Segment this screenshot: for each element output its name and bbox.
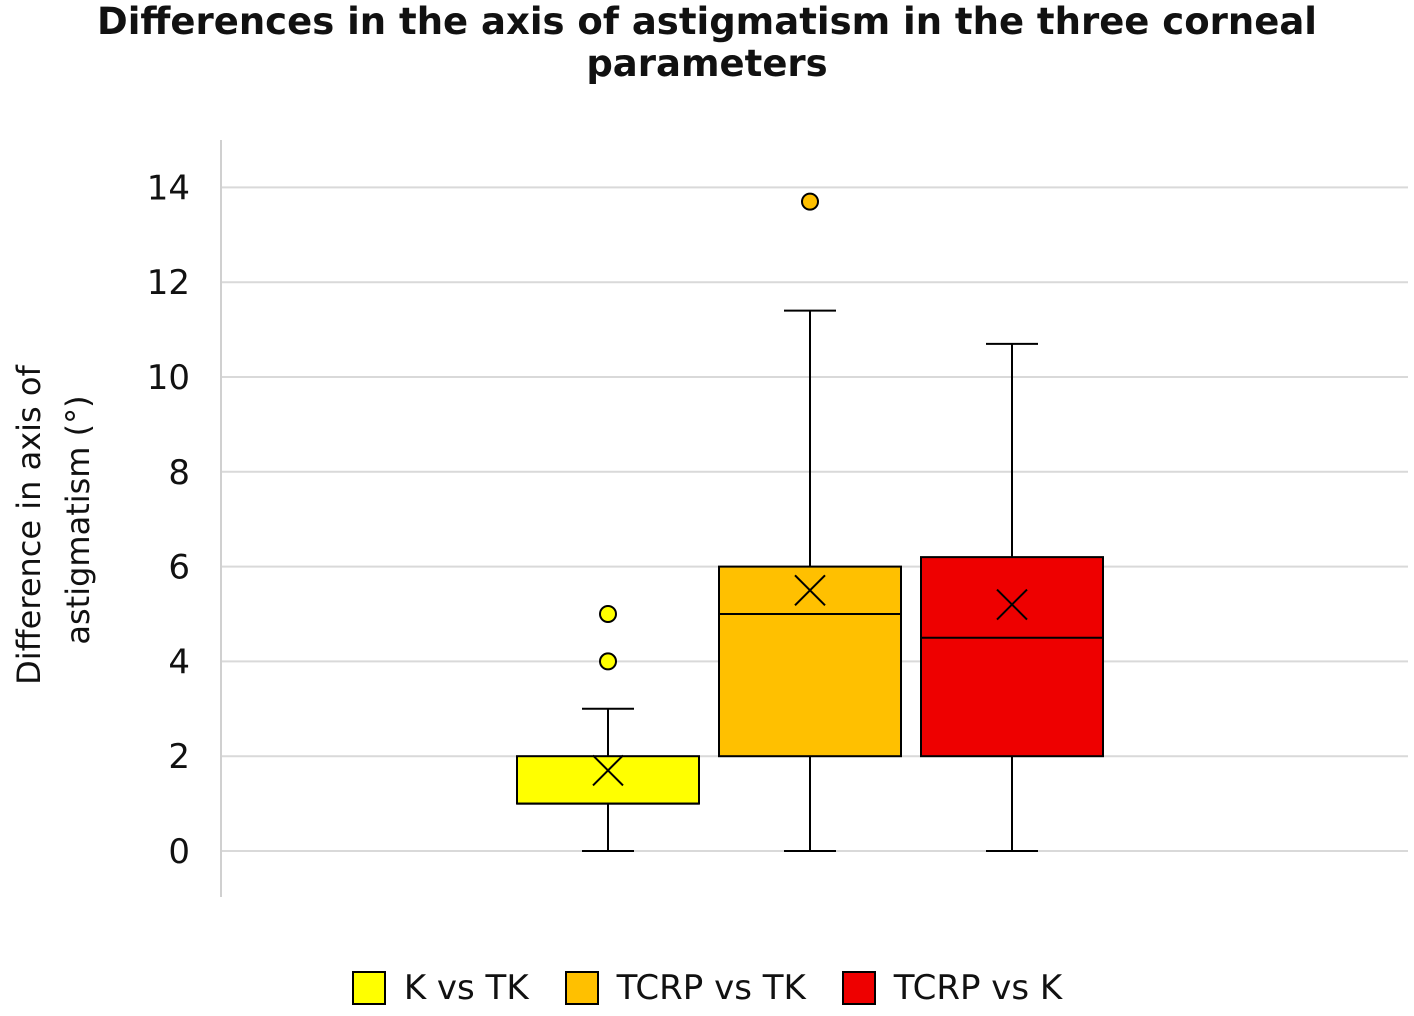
y-axis-title-line-1: Difference in axis of xyxy=(10,365,48,685)
legend-label-tcrp-vs-tk: TCRP vs TK xyxy=(616,968,806,1008)
y-tick-label-2: 2 xyxy=(168,737,190,777)
chart-title-line-1: Differences in the axis of astigmatism i… xyxy=(97,0,1317,43)
box-tcrp-vs-k xyxy=(920,342,1104,852)
outlier-point xyxy=(599,605,617,623)
legend-label-tcrp-vs-k: TCRP vs K xyxy=(893,968,1063,1008)
y-tick-labels: 0 2 4 6 8 10 12 14 xyxy=(147,168,190,872)
legend-swatch-k-vs-tk xyxy=(351,971,386,1005)
legend-item-tcrp-vs-k: TCRP vs K xyxy=(841,968,1063,1008)
outlier-point xyxy=(599,652,617,671)
box-tcrp-vs-tk xyxy=(718,192,902,852)
mean-marker-b xyxy=(996,588,1028,621)
outlier-point xyxy=(801,192,819,211)
mean-marker-b xyxy=(794,574,826,607)
boxes xyxy=(516,192,1104,852)
legend-swatch-tcrp-vs-k xyxy=(841,971,876,1005)
box-iqr xyxy=(920,556,1104,758)
legend-swatch-tcrp-vs-tk xyxy=(564,971,599,1005)
box-k-vs-tk xyxy=(516,605,700,852)
y-tick-label-6: 6 xyxy=(168,548,190,588)
y-tick-label-8: 8 xyxy=(168,453,190,493)
y-tick-label-14: 14 xyxy=(147,168,190,208)
y-axis-title-line-2: astigmatism (°) xyxy=(59,395,97,644)
y-tick-label-4: 4 xyxy=(168,642,190,682)
mean-marker-b xyxy=(592,754,624,787)
legend-label-k-vs-tk: K vs TK xyxy=(403,968,529,1008)
chart-title-line-2: parameters xyxy=(586,42,828,85)
chart-title: Differences in the axis of astigmatism i… xyxy=(0,0,1414,85)
legend: K vs TK TCRP vs TK TCRP vs K xyxy=(0,960,1414,1016)
y-tick-label-0: 0 xyxy=(168,832,190,872)
box-iqr xyxy=(516,755,700,805)
y-tick-label-12: 12 xyxy=(147,263,190,303)
y-axis-title: Difference in axis of astigmatism (°) xyxy=(10,355,97,685)
box-iqr xyxy=(718,565,902,758)
y-tick-label-10: 10 xyxy=(147,358,190,398)
legend-item-k-vs-tk: K vs TK xyxy=(351,968,529,1008)
box-plot: 0 2 4 6 8 10 12 14 Difference in axis of astigm… xyxy=(10,140,1408,897)
legend-item-tcrp-vs-tk: TCRP vs TK xyxy=(564,968,806,1008)
